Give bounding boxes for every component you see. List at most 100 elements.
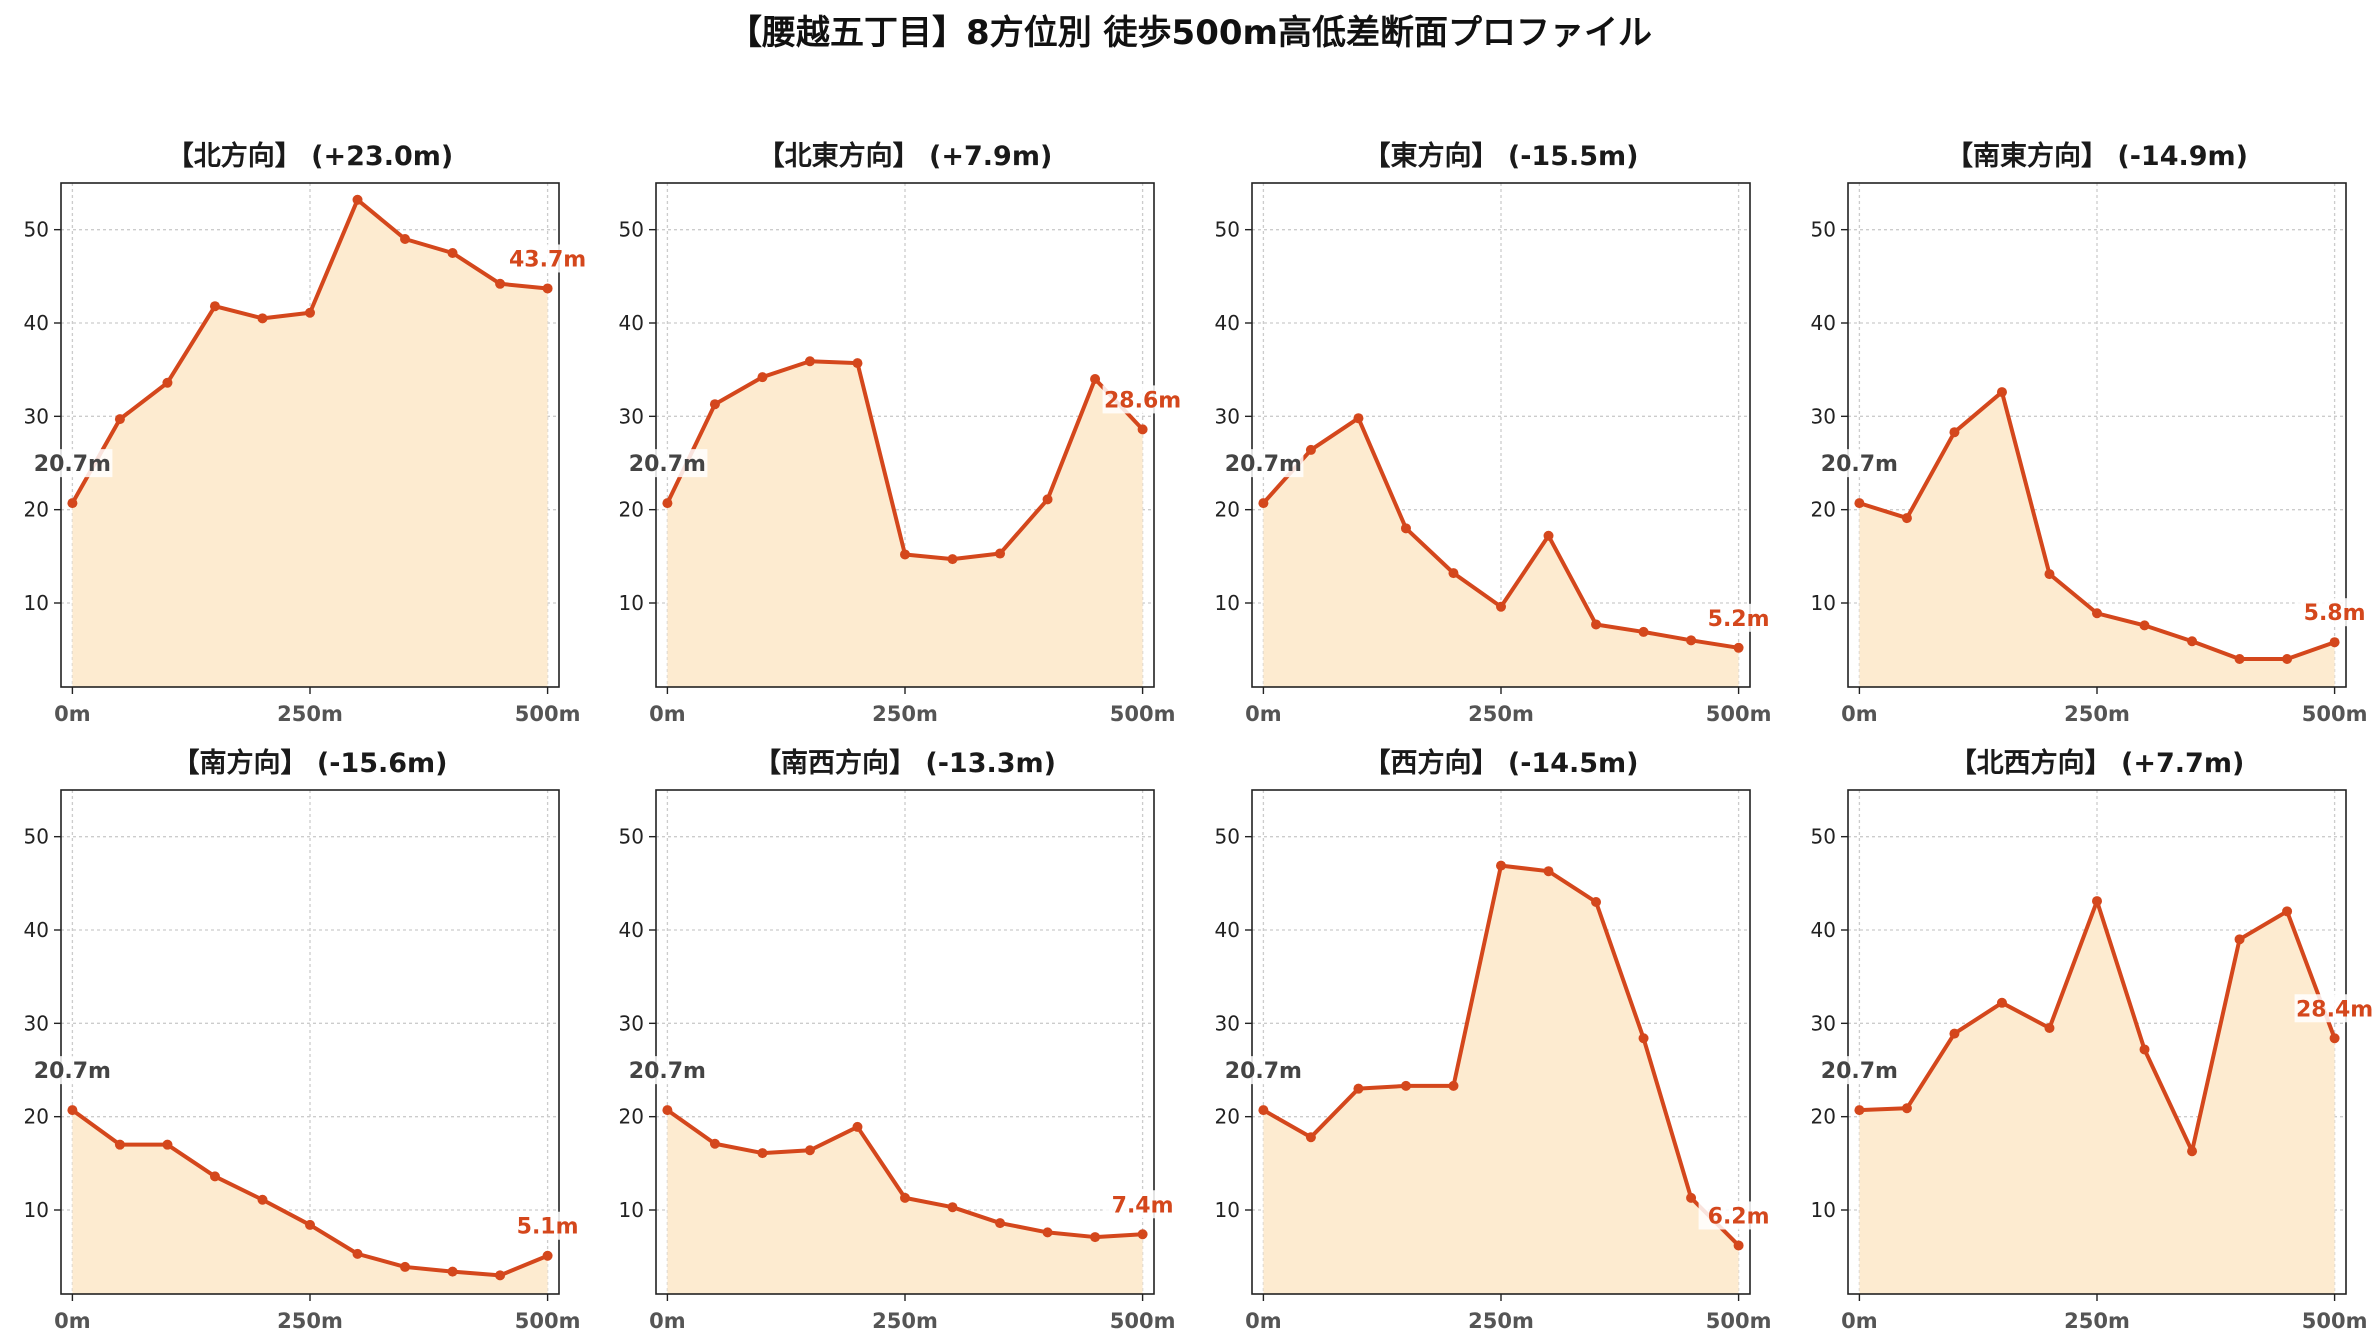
end-elevation-label: 5.2m (1708, 607, 1770, 632)
data-point (1543, 866, 1554, 877)
x-tick-label: 250m (1468, 1309, 1534, 1333)
data-point (1400, 1080, 1411, 1091)
data-point (2329, 637, 2340, 648)
area-fill (1263, 418, 1739, 687)
data-point (1137, 424, 1148, 435)
area-fill (1859, 901, 2335, 1294)
data-point (1591, 897, 1602, 907)
data-point (495, 1270, 506, 1281)
data-point (1686, 635, 1697, 646)
data-point (2092, 608, 2102, 619)
y-tick-label: 40 (1811, 918, 1836, 942)
x-tick-label: 500m (1706, 1309, 1772, 1333)
data-point (1854, 1105, 1865, 1116)
y-tick-label: 20 (1215, 498, 1240, 522)
x-tick-label: 500m (1706, 702, 1772, 726)
x-tick-label: 0m (1245, 702, 1282, 726)
data-point (2234, 654, 2245, 664)
start-label-bg (1223, 1056, 1304, 1085)
y-tick-label: 40 (619, 918, 644, 942)
data-point (67, 1105, 78, 1116)
y-tick-label: 50 (1811, 825, 1836, 849)
end-elevation-label: 28.6m (1104, 388, 1181, 413)
y-tick-label: 20 (1215, 1105, 1240, 1129)
x-tick-label: 500m (2302, 1309, 2368, 1333)
end-elevation-label: 5.8m (2304, 601, 2366, 626)
data-point (542, 283, 553, 294)
x-tick-label: 0m (1841, 702, 1878, 726)
data-point (1901, 513, 1912, 524)
data-point (1949, 1028, 1960, 1039)
x-tick-label: 250m (1468, 702, 1534, 726)
y-tick-label: 30 (619, 404, 644, 428)
start-elevation-label: 20.7m (1225, 452, 1302, 477)
data-point (495, 278, 506, 289)
data-point (1638, 1033, 1649, 1044)
y-tick-label: 50 (619, 825, 644, 849)
data-point (804, 356, 815, 367)
data-point (257, 1194, 268, 1205)
data-point (447, 248, 458, 258)
start-elevation-label: 20.7m (1225, 1059, 1302, 1084)
end-label-bg (507, 1211, 588, 1240)
y-tick-label: 10 (24, 591, 49, 615)
end-elevation-label: 5.1m (517, 1215, 579, 1240)
end-label-bg (2294, 994, 2375, 1023)
data-point (1042, 1227, 1053, 1238)
data-point (1901, 1103, 1912, 1114)
end-elevation-label: 7.4m (1112, 1193, 1174, 1218)
y-tick-label: 10 (619, 591, 644, 615)
end-label-bg (1698, 1201, 1779, 1230)
data-point (1090, 374, 1101, 384)
x-tick-label: 0m (54, 702, 91, 726)
data-point (447, 1266, 458, 1277)
data-point (1448, 1080, 1459, 1091)
data-point (900, 1192, 910, 1203)
data-point (542, 1250, 553, 1261)
y-tick-label: 50 (24, 825, 49, 849)
data-point (1090, 1232, 1101, 1243)
data-point (1733, 642, 1744, 653)
y-tick-label: 30 (24, 1011, 49, 1035)
panel-title: 【西方向】 (-14.5m) (1363, 747, 1638, 779)
end-elevation-label: 43.7m (509, 247, 586, 272)
data-point (2139, 620, 2150, 631)
x-tick-label: 0m (1841, 1309, 1878, 1333)
data-point (352, 1248, 363, 1259)
start-elevation-label: 20.7m (629, 1059, 706, 1084)
data-point (1686, 1192, 1697, 1203)
data-point (1496, 601, 1506, 612)
y-tick-label: 10 (1215, 591, 1240, 615)
data-point (352, 194, 363, 205)
y-tick-label: 10 (1811, 591, 1836, 615)
data-point (2282, 906, 2293, 917)
start-elevation-label: 20.7m (34, 452, 111, 477)
data-point (1854, 498, 1865, 509)
y-tick-label: 20 (619, 498, 644, 522)
data-point (1448, 568, 1459, 579)
figure-title: 【腰越五丁目】8方位別 徒歩500m高低差断面プロファイル (728, 13, 1652, 53)
x-tick-label: 500m (2302, 702, 2368, 726)
data-point (757, 1148, 768, 1159)
data-point (162, 377, 173, 388)
data-point (804, 1145, 815, 1156)
start-elevation-label: 20.7m (1821, 1059, 1898, 1084)
y-tick-label: 30 (1215, 404, 1240, 428)
data-point (662, 1105, 673, 1116)
y-tick-label: 20 (24, 1105, 49, 1129)
data-point (1996, 997, 2007, 1008)
panel-title: 【北東方向】 (+7.9m) (758, 140, 1053, 172)
end-label-bg (1698, 603, 1779, 632)
area-fill (1859, 392, 2335, 687)
data-point (2234, 934, 2245, 945)
data-point (1591, 619, 1602, 630)
start-label-bg (1819, 1056, 1900, 1085)
x-tick-label: 250m (277, 702, 343, 726)
panel-title: 【南東方向】 (-14.9m) (1946, 140, 2248, 172)
data-point (1353, 1083, 1364, 1094)
panel-title: 【北西方向】 (+7.7m) (1950, 747, 2245, 779)
data-point (1353, 413, 1364, 424)
